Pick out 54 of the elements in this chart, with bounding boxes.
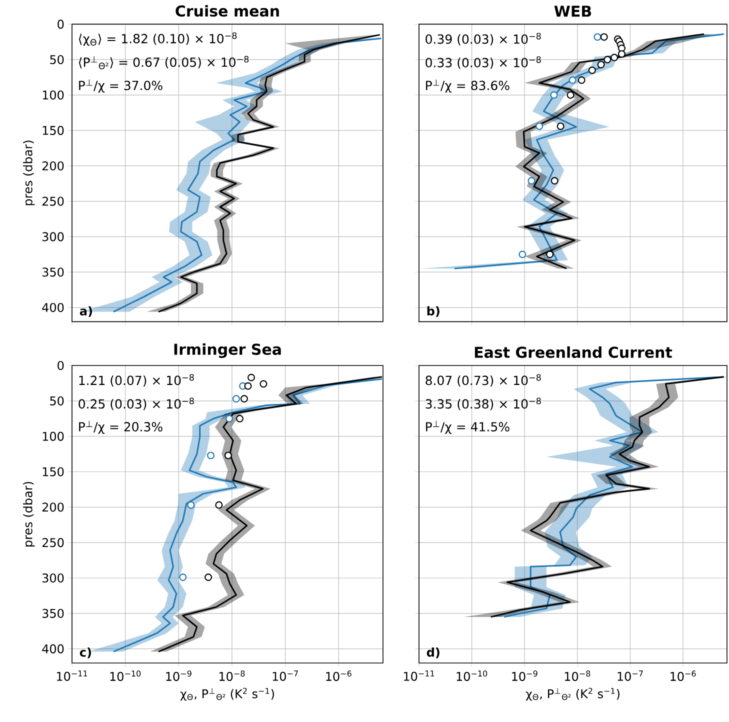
chart-title: Cruise mean	[176, 5, 279, 17]
chart-title: WEB	[554, 6, 592, 17]
y-axis-title: pres (dbar)	[23, 482, 35, 546]
x-tick-label: 10$^{−8}$	[219, 670, 245, 681]
annotation: P$^{⊥}$/χ = 20.3%	[79, 420, 162, 434]
y-tick-label: 100	[42, 90, 64, 100]
annotation: 8.07 (0.73) × 10$^{−8}$	[426, 374, 541, 387]
y-tick-label: 250	[42, 538, 64, 548]
x-tick-label: 10$^{−7}$	[272, 670, 298, 681]
y-tick-label: 300	[42, 232, 64, 242]
annotation: P$^{⊥}$/χ = 83.6%	[426, 80, 510, 93]
x-tick-label: 10$^{−6}$	[670, 670, 696, 681]
y-axis-title: pres (dbar)	[23, 140, 35, 206]
y-tick-label: 50	[50, 396, 64, 406]
annotation: P$^{⊥}$/χ = 41.5%	[426, 420, 510, 434]
x-tick-label: 10$^{−11}$	[404, 670, 434, 681]
y-tick-label: 150	[42, 126, 64, 135]
annotation: 0.33 (0.03) × 10$^{−8}$	[426, 56, 541, 69]
annotation: c)	[80, 648, 91, 658]
text: χ$_{Θ}$, P$^{⊥}$$_{Θ²}$ (K$^{2}$ s$^{−1}$)	[180, 688, 274, 701]
annotation: b)	[427, 306, 440, 317]
annotation: ⟨P$^{⊥}$$_{Θ²}$⟩ = 0.67 (0.05) × 10$^{−8}$	[78, 56, 249, 70]
annotation: 0.39 (0.03) × 10$^{−8}$	[426, 32, 541, 46]
x-tick-label: 10$^{−9}$	[166, 670, 192, 681]
annotation: a)	[80, 306, 92, 317]
annotation: P$^{⊥}$/χ = 37.0%	[79, 80, 162, 93]
y-tick-label: 100	[42, 432, 64, 441]
annotation: 3.35 (0.38) × 10$^{−8}$	[426, 398, 541, 410]
x-tick-label: 10$^{−7}$	[618, 670, 643, 681]
x-tick-label: 10$^{−6}$	[326, 670, 352, 681]
x-tick-label: 10$^{−10}$	[456, 670, 488, 681]
annotation: 0.25 (0.03) × 10$^{−8}$	[78, 398, 194, 410]
y-tick-label: 400	[42, 302, 64, 312]
y-tick-label: 200	[42, 502, 64, 512]
y-tick-label: 0	[58, 20, 64, 29]
x-tick-label: 10$^{−8}$	[564, 670, 590, 681]
y-tick-label: 50	[50, 55, 64, 64]
y-tick-label: 350	[42, 608, 64, 618]
annotation: d)	[426, 648, 440, 658]
chart-title: East Greenland Current	[474, 346, 672, 358]
y-tick-label: 300	[42, 573, 64, 583]
text: χ$_{Θ}$, P$^{⊥}$$_{Θ²}$ (K$^{2}$ s$^{−1}$)	[526, 688, 620, 701]
y-tick-label: 200	[42, 161, 64, 170]
y-tick-label: 350	[42, 268, 64, 277]
y-tick-label: 0	[58, 360, 64, 370]
y-tick-label: 250	[42, 196, 64, 206]
y-tick-label: 400	[42, 644, 64, 654]
x-tick-label: 10$^{−9}$	[512, 670, 538, 681]
x-tick-label: 10$^{−10}$	[110, 670, 141, 681]
y-tick-label: 150	[42, 467, 64, 476]
annotation: 1.21 (0.07) × 10$^{−8}$	[79, 374, 194, 387]
annotation: ⟨χ$_{Θ}$⟩ = 1.82 (0.10) × 10$^{−8}$	[78, 32, 237, 46]
chart-title: Irminger Sea	[174, 343, 281, 358]
x-tick-label: 10$^{−11}$	[56, 670, 88, 681]
